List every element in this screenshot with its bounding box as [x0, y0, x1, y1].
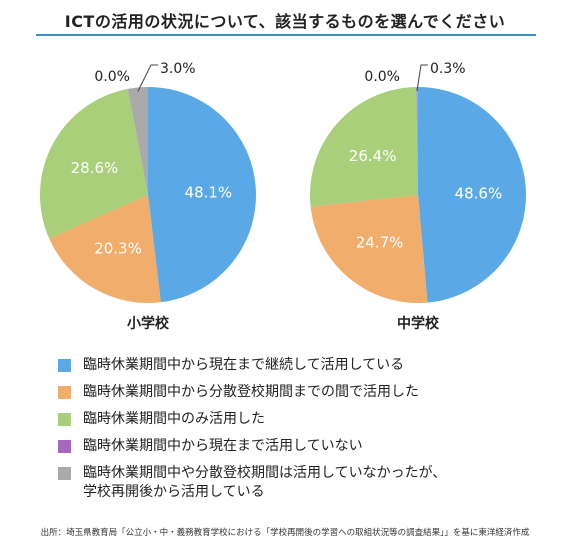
legend-label: 臨時休業期間中から現在まで活用していない: [83, 438, 363, 454]
title-underline: [36, 34, 536, 36]
slice-label: 0.0%: [94, 69, 130, 85]
slice-label: 20.3%: [94, 240, 142, 258]
legend-label: 臨時休業期間中のみ活用した: [83, 411, 265, 427]
legend-item: 臨時休業期間中から現在まで活用していない: [58, 437, 558, 456]
slice-label: 26.4%: [349, 147, 397, 165]
chart-title: ICTの活用の状況について、該当するものを選んでください: [64, 12, 506, 31]
slice-label: 48.1%: [185, 183, 233, 201]
slice-label: 0.3%: [430, 61, 466, 77]
legend-item: 臨時休業期間中から分散登校期間までの間で活用した: [58, 383, 558, 402]
leader-line: [416, 64, 428, 92]
pie-title: 中学校: [397, 315, 440, 332]
legend-item: 臨時休業期間中や分散登校期間は活用していなかったが、 学校再開後から活用している: [58, 464, 558, 502]
slice-label: 28.6%: [71, 159, 119, 177]
pie-charts: 48.1% 20.3% 28.6% 0.0% 3.0% 小学校 48.6% 24.7% 26.4…: [40, 61, 526, 332]
pie-title: 小学校: [127, 315, 170, 332]
pie-slice: [148, 87, 257, 303]
pie-slice: [418, 87, 526, 303]
pie-slice: [49, 195, 161, 304]
legend-swatch-purple: [58, 440, 71, 453]
pie-slice: [127, 87, 148, 195]
slice-label: 48.6%: [455, 184, 503, 202]
legend-item: 臨時休業期間中から現在まで継続して活用している: [58, 356, 558, 375]
slice-label: 3.0%: [160, 61, 196, 77]
source-note: 出所：埼玉県教育局「公立小・中・義務教育学校における「学校再開後の学習への取組状…: [40, 528, 530, 538]
legend-swatch-gray: [58, 467, 71, 480]
pie-slice: [415, 87, 418, 195]
legend-item: 臨時休業期間中のみ活用した: [58, 410, 558, 429]
pie-slice: [310, 195, 428, 303]
legend-swatch-blue: [58, 359, 71, 372]
legend-label: 臨時休業期間中や分散登校期間は活用していなかったが、 学校再開後から活用している: [83, 465, 447, 500]
pie-slice: [309, 87, 418, 207]
slice-label: 24.7%: [356, 234, 404, 252]
legend-swatch-green: [58, 413, 71, 426]
slice-label: 0.0%: [364, 69, 400, 85]
legend-label: 臨時休業期間中から現在まで継続して活用している: [83, 357, 405, 373]
legend-label: 臨時休業期間中から分散登校期間までの間で活用した: [83, 384, 419, 400]
pie-slice: [40, 88, 149, 239]
legend: 臨時休業期間中から現在まで継続して活用している 臨時休業期間中から分散登校期間ま…: [58, 356, 558, 510]
legend-swatch-orange: [58, 386, 71, 399]
leader-line: [137, 64, 158, 92]
